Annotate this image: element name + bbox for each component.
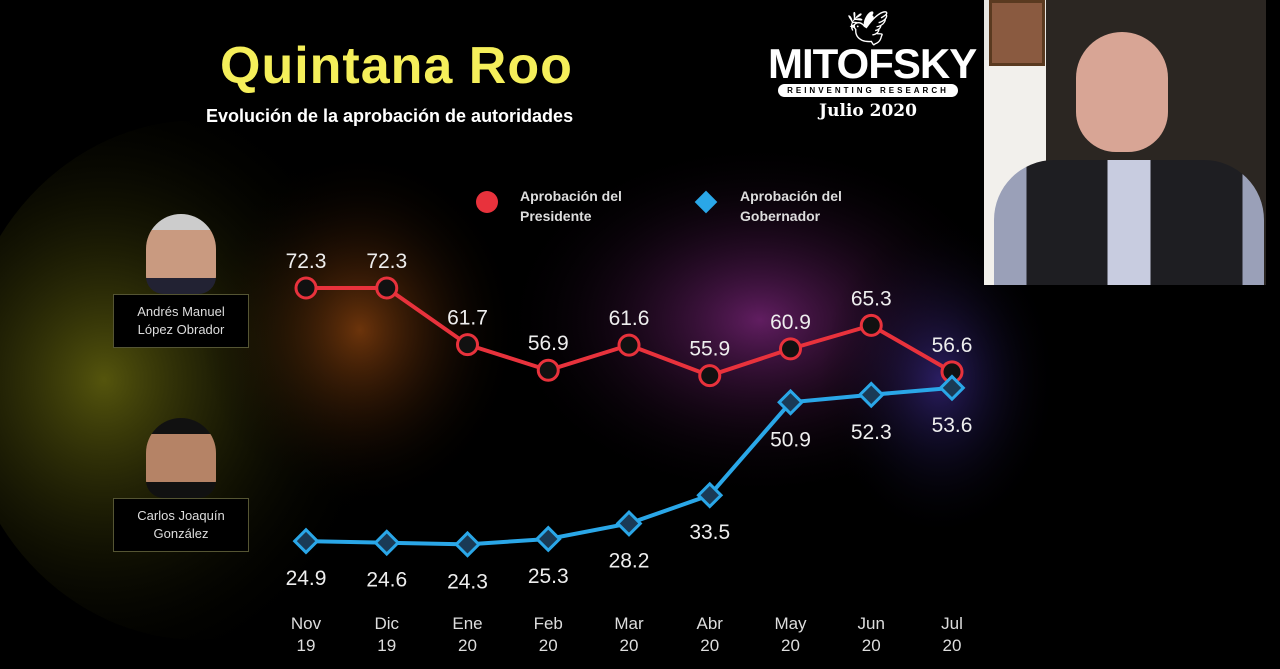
president-portrait: Andrés Manuel López Obrador xyxy=(113,214,249,348)
data-point-president xyxy=(859,313,883,337)
president-photo xyxy=(146,214,216,294)
logo-tagline: REINVENTING RESEARCH xyxy=(778,84,958,97)
data-label: 56.6 xyxy=(932,334,973,357)
data-label: 65.3 xyxy=(851,287,892,310)
x-tick-label: 19 xyxy=(377,636,396,655)
data-label: 60.9 xyxy=(770,311,811,334)
data-label: 24.3 xyxy=(447,570,488,593)
x-tick-label: 20 xyxy=(700,636,719,655)
legend-label-line1: Aprobación del xyxy=(520,188,622,204)
x-tick-label: Ene xyxy=(452,614,482,633)
webcam-person-body xyxy=(994,160,1264,285)
data-label: 50.9 xyxy=(770,428,811,451)
mitofsky-logo: 🕊 MITOFSKY REINVENTING RESEARCH Julio 20… xyxy=(768,10,977,121)
data-point-president xyxy=(536,358,560,382)
webcam-person-head xyxy=(1076,32,1168,152)
page-title: Quintana Roo xyxy=(220,37,573,95)
governor-photo xyxy=(146,418,216,498)
x-tick-label: 20 xyxy=(862,636,881,655)
president-name: Andrés Manuel López Obrador xyxy=(113,294,249,348)
data-point-governor xyxy=(292,527,320,555)
data-point-president xyxy=(375,276,399,300)
legend-label-line1: Aprobación del xyxy=(740,188,842,204)
data-point-governor xyxy=(454,530,481,558)
data-point-president xyxy=(294,276,318,300)
data-point-governor xyxy=(615,510,643,537)
webcam-video-feed xyxy=(984,0,1266,285)
data-point-governor xyxy=(857,381,885,409)
data-label: 72.3 xyxy=(366,250,407,273)
name-line2: González xyxy=(153,526,209,541)
x-tick-label: Jul xyxy=(941,614,963,633)
data-point-president xyxy=(617,333,641,357)
data-label: 61.6 xyxy=(609,307,650,330)
data-point-president xyxy=(698,364,722,388)
data-label: 24.6 xyxy=(366,569,407,592)
governor-name: Carlos Joaquín González xyxy=(113,498,249,552)
data-label: 33.5 xyxy=(689,521,730,544)
x-tick-label: 20 xyxy=(781,636,800,655)
x-tick-label: Jun xyxy=(858,614,885,633)
x-tick-label: Nov xyxy=(291,614,322,633)
data-point-governor xyxy=(373,529,401,557)
data-label: 61.7 xyxy=(447,307,488,330)
data-label: 53.6 xyxy=(932,414,973,437)
data-point-governor xyxy=(696,481,724,509)
report-date: Julio 2020 xyxy=(819,101,917,121)
bird-logo-icon: 🕊 xyxy=(846,10,890,48)
legend-president: Aprobación del Presidente xyxy=(520,186,622,226)
data-point-governor xyxy=(938,374,966,402)
x-tick-label: Feb xyxy=(534,614,563,633)
x-tick-label: May xyxy=(774,614,807,633)
page-subtitle: Evolución de la aprobación de autoridade… xyxy=(206,106,574,126)
data-label: 55.9 xyxy=(689,338,730,361)
data-label: 52.3 xyxy=(851,421,892,444)
logo-name: MITOFSKY xyxy=(768,40,977,87)
legend-governor: Aprobación del Gobernador xyxy=(740,186,842,226)
x-tick-label: Abr xyxy=(697,614,724,633)
legend-marker-circle-icon xyxy=(476,191,498,213)
data-label: 28.2 xyxy=(609,549,650,572)
x-tick-label: Mar xyxy=(614,614,644,633)
x-tick-label: 19 xyxy=(297,636,316,655)
name-line1: Carlos Joaquín xyxy=(137,508,225,523)
data-label: 24.9 xyxy=(286,567,327,590)
x-tick-label: 20 xyxy=(458,636,477,655)
data-label: 56.9 xyxy=(528,332,569,355)
x-tick-label: 20 xyxy=(539,636,558,655)
data-label: 25.3 xyxy=(528,565,569,588)
governor-portrait: Carlos Joaquín González xyxy=(113,418,249,552)
name-line2: López Obrador xyxy=(137,322,225,337)
legend-label-line2: Presidente xyxy=(520,208,592,224)
name-line1: Andrés Manuel xyxy=(137,304,225,319)
data-point-governor xyxy=(534,525,562,553)
x-tick-label: 20 xyxy=(943,636,962,655)
x-tick-label: Dic xyxy=(374,614,399,633)
data-label: 72.3 xyxy=(286,250,327,273)
data-point-president xyxy=(456,333,479,357)
legend-label-line2: Gobernador xyxy=(740,208,821,224)
x-tick-label: 20 xyxy=(620,636,639,655)
data-point-governor xyxy=(777,388,804,416)
data-point-president xyxy=(779,337,802,361)
